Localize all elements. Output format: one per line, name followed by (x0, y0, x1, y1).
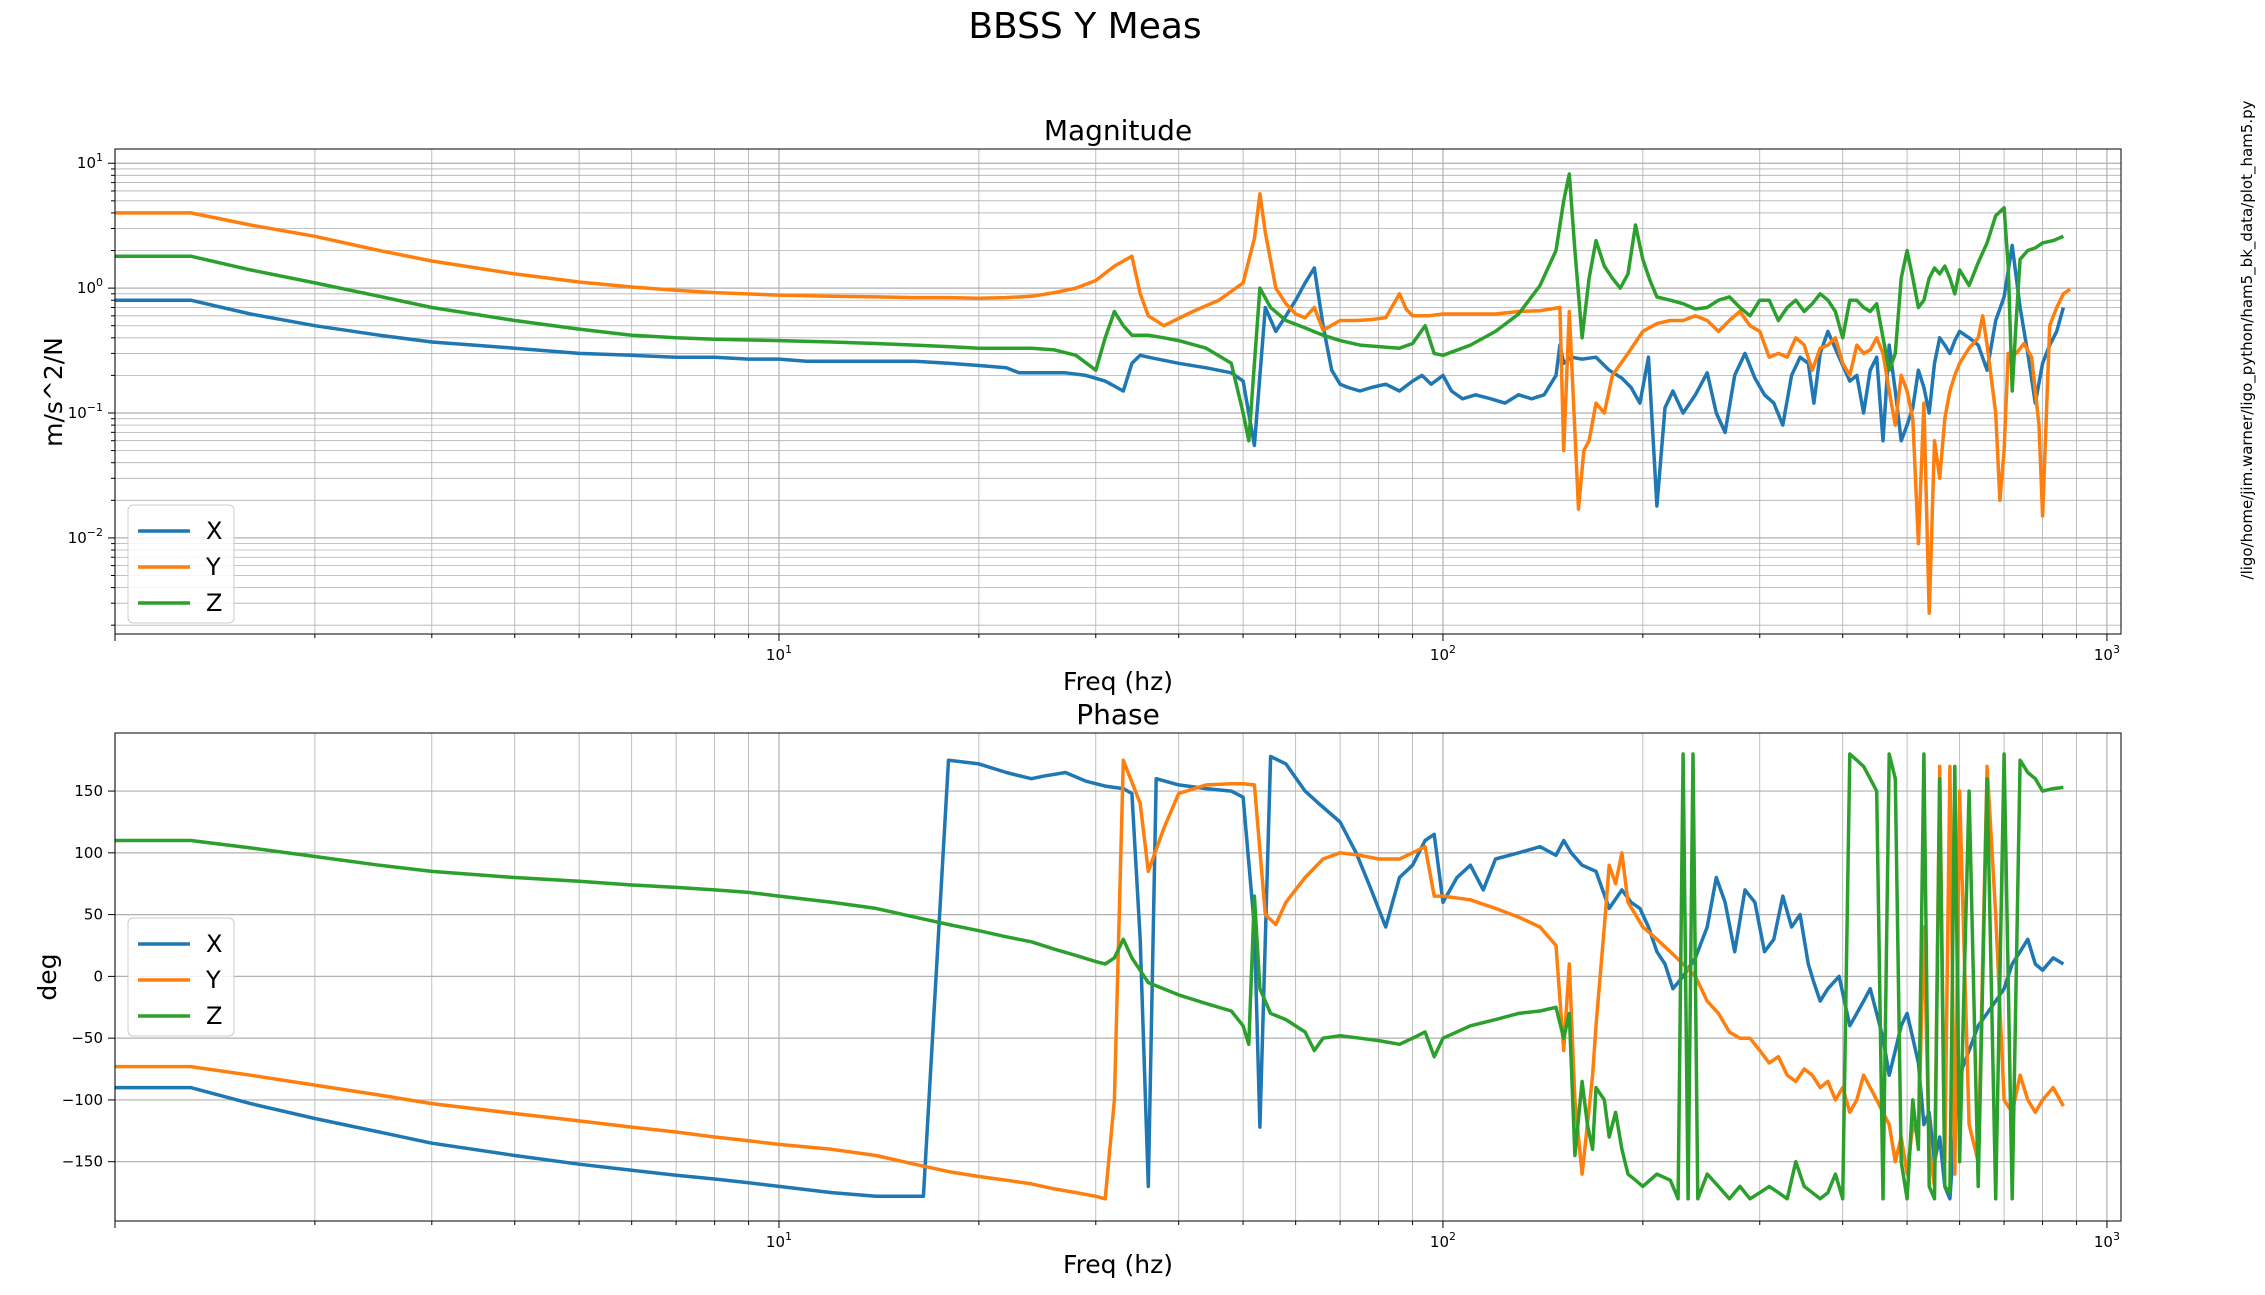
x-tick-label: 103 (2094, 643, 2120, 664)
phase-legend: XYZ (127, 917, 235, 1037)
legend-label-x: X (206, 517, 222, 545)
magnitude-ylabel: m/s^2/N (39, 337, 68, 447)
figure-title: BBSS Y Meas (968, 6, 1201, 47)
x-tick-label: 103 (2094, 1230, 2120, 1251)
series-line-y (115, 758, 2065, 1201)
legend-box (127, 917, 235, 1037)
magnitude-xlabel: Freq (hz) (1063, 667, 1173, 696)
x-tick-label: 102 (1430, 643, 1456, 664)
y-tick-label: −150 (62, 1153, 103, 1171)
y-tick-label: −50 (71, 1029, 103, 1047)
x-tick-label: 101 (766, 1230, 792, 1251)
y-tick-label: 150 (74, 782, 103, 800)
magnitude-series (115, 172, 2072, 615)
series-line-z (115, 172, 2065, 443)
script-path-label: /ligo/home/jim.warner/ligo_python/ham5_b… (2238, 100, 2257, 579)
y-tick-label: 101 (77, 151, 103, 172)
y-tick-label: 10−1 (68, 401, 103, 422)
legend-label-z: Z (206, 1002, 222, 1030)
magnitude-legend: XYZ (127, 504, 235, 624)
phase-xlabel: Freq (hz) (1063, 1250, 1173, 1279)
y-tick-label: 0 (93, 967, 103, 985)
legend-box (127, 504, 235, 624)
y-tick-label: 50 (84, 906, 103, 924)
magnitude-title: Magnitude (1044, 114, 1192, 147)
y-tick-label: 100 (74, 844, 103, 862)
y-tick-label: 10−2 (68, 526, 103, 547)
series-line-z (115, 752, 2064, 1201)
magnitude-grid (114, 149, 2121, 634)
x-tick-label: 101 (766, 643, 792, 664)
phase-series (115, 752, 2065, 1201)
series-line-x (115, 754, 2065, 1201)
phase-ticks: 101 102 103 150 100 50 0 −50 −100 −150 (62, 782, 2120, 1251)
series-line-y (115, 191, 2072, 615)
phase-ylabel: deg (33, 953, 62, 1000)
phase-axes-frame (114, 732, 2122, 1222)
legend-label-y: Y (205, 553, 221, 581)
magnitude-plot: 101 102 103 101 100 10−1 10−2 Magnitude Freq (… (39, 114, 2122, 696)
series-line-x (115, 243, 2066, 508)
legend-label-x: X (206, 930, 222, 958)
legend-label-y: Y (205, 966, 221, 994)
phase-plot: 101 102 103 150 100 50 0 −50 −100 −150 Phase Freq… (33, 698, 2122, 1279)
y-tick-label: −100 (62, 1091, 103, 1109)
x-tick-label: 102 (1430, 1230, 1456, 1251)
y-tick-label: 100 (77, 276, 103, 297)
magnitude-axes-frame (114, 148, 2122, 635)
phase-title: Phase (1076, 698, 1160, 731)
legend-label-z: Z (206, 589, 222, 617)
